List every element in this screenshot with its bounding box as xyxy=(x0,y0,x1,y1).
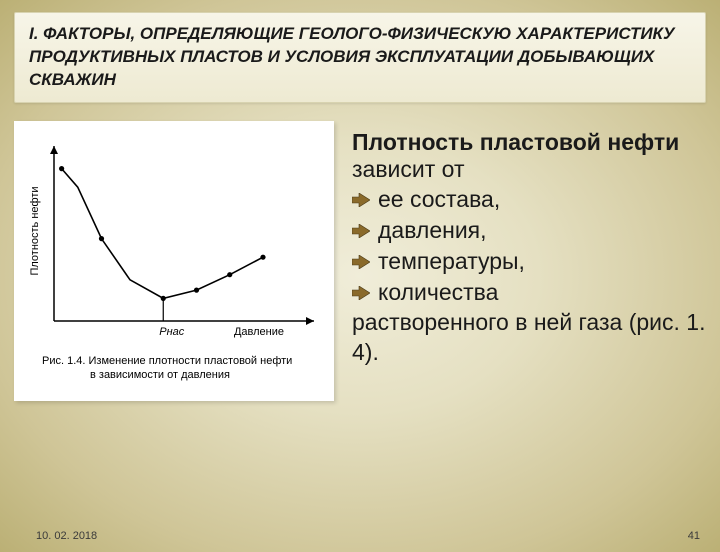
content-row: Плотность нефти Давление Рнас Рис. 1.4. Из… xyxy=(0,121,720,401)
depends-text: зависит от xyxy=(352,156,465,182)
chart-panel: Плотность нефти Давление Рнас Рис. 1.4. Из… xyxy=(14,121,334,401)
bullet-list: ее состава,давления,температуры,количест… xyxy=(352,184,706,308)
bullet-item: ее состава, xyxy=(352,184,706,215)
bullet-item: температуры, xyxy=(352,246,706,277)
density-chart: Плотность нефти Давление Рнас xyxy=(24,131,324,351)
bullet-item: давления, xyxy=(352,215,706,246)
lead-bold: Плотность пластовой нефти xyxy=(352,129,679,155)
footer-date: 10. 02. 2018 xyxy=(36,530,97,542)
footer: 10. 02. 2018 41 xyxy=(0,530,720,542)
slide-title: І. ФАКТОРЫ, ОПРЕДЕЛЯЮЩИЕ ГЕОЛОГО-ФИЗИЧЕС… xyxy=(29,23,691,92)
text-column: Плотность пластовой нефти зависит от ее … xyxy=(352,121,706,401)
svg-text:Рнас: Рнас xyxy=(159,326,185,338)
title-box: І. ФАКТОРЫ, ОПРЕДЕЛЯЮЩИЕ ГЕОЛОГО-ФИЗИЧЕС… xyxy=(14,12,706,103)
caption-line-2: в зависимости от давления xyxy=(42,369,230,381)
bullet-text: ее состава, xyxy=(378,184,500,215)
svg-text:Плотность нефти: Плотность нефти xyxy=(29,186,41,275)
tail-text: растворенного в ней газа (рис. 1. 4). xyxy=(352,308,706,368)
chart-caption: Рис. 1.4. Изменение плотности пластовой … xyxy=(24,355,324,383)
lead-line: Плотность пластовой нефти зависит от xyxy=(352,129,706,184)
bullet-text: давления, xyxy=(378,215,487,246)
footer-page: 41 xyxy=(688,530,700,542)
bullet-item: количества xyxy=(352,277,706,308)
svg-text:Давление: Давление xyxy=(234,326,284,338)
bullet-text: количества xyxy=(378,277,498,308)
bullet-text: температуры, xyxy=(378,246,525,277)
caption-line-1: Рис. 1.4. Изменение плотности пластовой … xyxy=(42,355,292,367)
